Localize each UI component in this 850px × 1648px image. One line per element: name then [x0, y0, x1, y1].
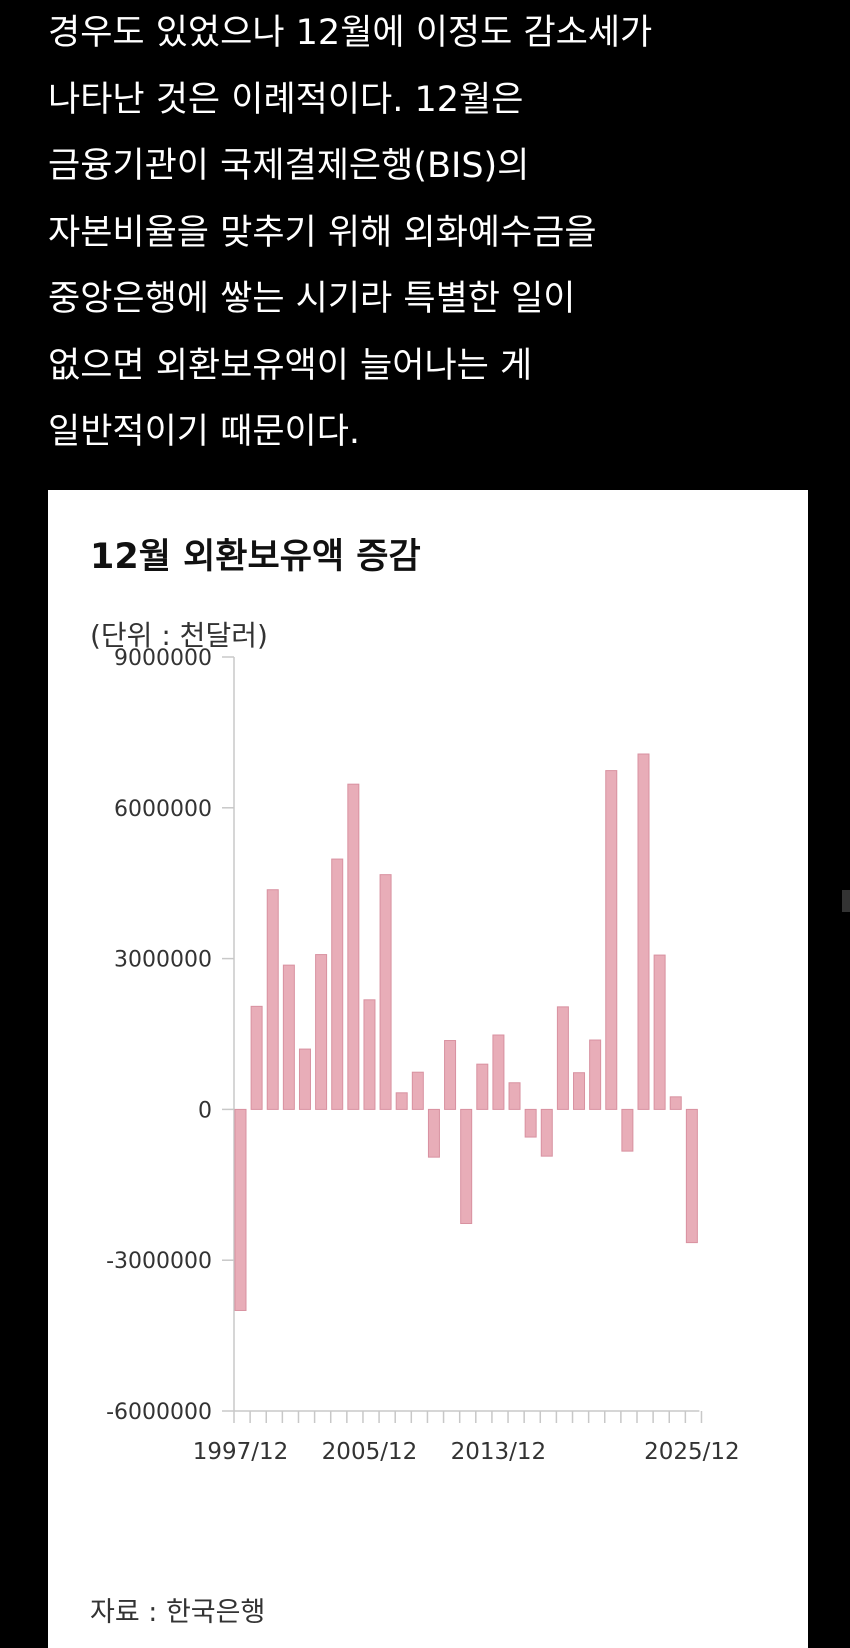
bar-2010-12	[444, 1040, 457, 1110]
bar-2011-12	[460, 1108, 473, 1225]
bar-2002-12	[315, 954, 328, 1110]
y-tick-label: 0	[198, 1098, 212, 1123]
y-tick-label: -6000000	[106, 1400, 212, 1425]
chart-title: 12월 외환보유액 증감	[90, 537, 421, 577]
bar-2021-12	[621, 1108, 634, 1152]
bar-chart: 9000000 6000000 3000000 0 -3000000 -6000000 19…	[106, 646, 740, 1465]
bar-2000-12	[282, 964, 295, 1110]
article-line: 없으면 외환보유액이 늘어나는 게	[48, 345, 533, 386]
bar-2023-12	[653, 954, 666, 1110]
article-line: 중앙은행에 쌓는 시기라 특별한 일이	[48, 279, 576, 319]
bar-2005-12	[363, 999, 376, 1110]
x-tick-label: 2005/12	[322, 1439, 418, 1465]
x-tick-label: 2025/12	[644, 1439, 740, 1465]
article-line: 자본비율을 맞추기 위해 외화예수금을	[48, 212, 597, 253]
chart-card: 12월 외환보유액 증감 (단위 : 천달러) 9000000 6000000 30…	[48, 490, 808, 1648]
source-note: 자료 : 한국은행	[90, 1597, 266, 1628]
bar-2009-12	[427, 1108, 440, 1158]
article-line: 금융기관이 국제결제은행(BIS)의	[48, 146, 530, 186]
bar-2007-12	[395, 1092, 408, 1110]
bar-2013-12	[492, 1034, 505, 1110]
bar-2018-12	[573, 1072, 586, 1110]
y-tick-label: 9000000	[114, 646, 212, 671]
article-line: 일반적이기 때문이다.	[48, 412, 361, 452]
x-tick-label: 2013/12	[451, 1439, 547, 1465]
bar-2020-12	[605, 770, 618, 1110]
bar-1997-12	[234, 1108, 247, 1311]
bar-1999-12	[266, 889, 279, 1110]
bar-2014-12	[508, 1082, 521, 1110]
bar-2015-12	[524, 1108, 537, 1138]
bar-2019-12	[589, 1039, 602, 1110]
article-line: 나타난 것은 이례적이다. 12월은	[48, 79, 524, 120]
bar-2008-12	[411, 1071, 424, 1110]
bar-2025-12	[685, 1108, 698, 1244]
article-line: 경우도 있었으나 12월에 이정도 감소세가	[48, 13, 653, 53]
y-tick-label: -3000000	[106, 1249, 212, 1274]
bar-1998-12	[250, 1005, 263, 1110]
x-tick-label: 1997/12	[193, 1439, 289, 1465]
bar-2012-12	[476, 1063, 489, 1110]
bar-2022-12	[637, 753, 650, 1110]
bar-2024-12	[669, 1096, 682, 1110]
bar-2006-12	[379, 874, 392, 1110]
chart-unit-label: (단위 : 천달러)	[90, 619, 268, 652]
article-text: 경우도 있었으나 12월에 이정도 감소세가 나타난 것은 이례적이다. 12월…	[48, 0, 838, 466]
bar-2003-12	[331, 858, 344, 1110]
bar-2001-12	[298, 1048, 311, 1110]
y-tick-label: 3000000	[114, 948, 212, 973]
bar-2004-12	[347, 783, 360, 1110]
y-tick-label: 6000000	[114, 797, 212, 822]
bar-2017-12	[556, 1006, 569, 1110]
scroll-edge-indicator	[842, 890, 850, 912]
bar-2016-12	[540, 1108, 553, 1157]
